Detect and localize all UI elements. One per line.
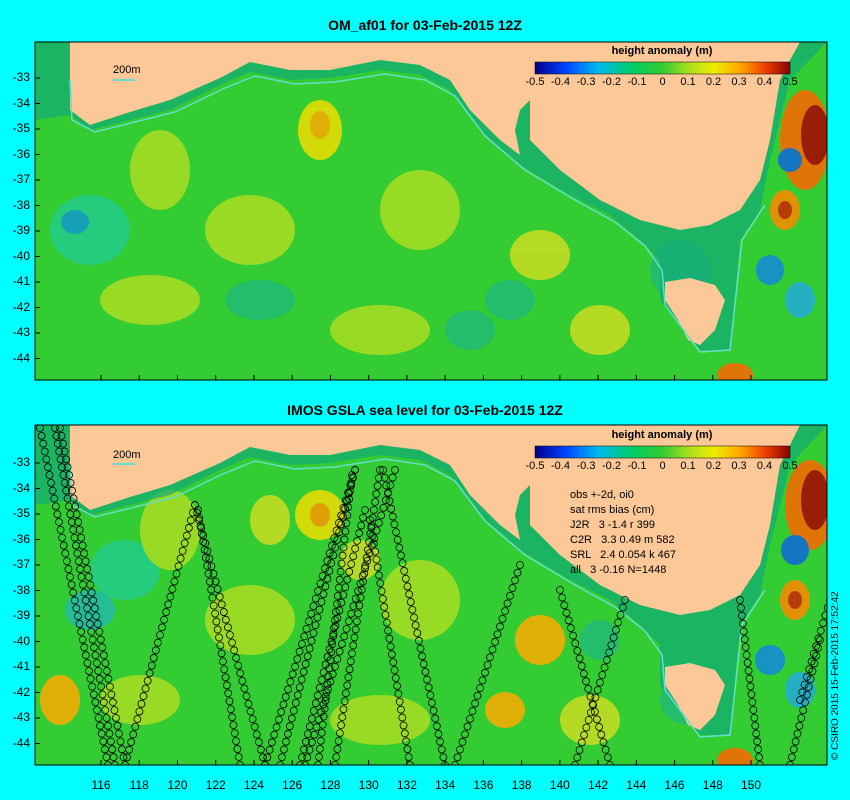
axis-ticks (35, 77, 752, 765)
bottom-colorbar-tick: 0 (659, 460, 666, 472)
top-200m-contour (69, 73, 766, 353)
top-y-tick-label: -42 (12, 299, 30, 314)
bottom-colorbar-tick: -0.1 (627, 460, 647, 472)
bottom-colorbar-tick: -0.2 (602, 460, 621, 472)
satellite-tracks (36, 425, 827, 765)
top-colorbar-tick: 0.3 (731, 76, 747, 88)
bottom-colorbar-tick: -0.3 (576, 460, 596, 472)
x-tick-label: 150 (741, 778, 762, 792)
stats-line-6: all 3 -0.16 N=1448 (570, 564, 667, 576)
top-y-tick-label: -33 (12, 70, 30, 84)
x-tick-label: 120 (167, 778, 188, 792)
bottom-y-tick-label: -34 (12, 480, 30, 495)
top-scale-label: 200m (113, 64, 141, 76)
bottom-colorbar-tick: -0.5 (525, 460, 545, 472)
top-y-tick-label: -34 (12, 95, 30, 110)
bottom-land-tasmania (665, 663, 725, 730)
bottom-colorbar-tick: 0.2 (705, 460, 722, 472)
top-y-tick-label: -41 (12, 274, 30, 288)
x-tick-label: 144 (626, 778, 647, 792)
top-land-tasmania (665, 278, 725, 345)
bottom-y-tick-label: -33 (12, 455, 30, 469)
top-colorbar-tick: 0 (659, 76, 666, 88)
x-tick-label: 126 (282, 778, 303, 792)
bottom-y-tick-label: -36 (12, 531, 30, 546)
top-colorbar-tick: -0.4 (551, 76, 570, 88)
stats-line-2: sat rms bias (cm) (570, 504, 655, 516)
x-tick-label: 128 (320, 778, 341, 792)
bottom-map (35, 425, 827, 765)
bottom-y-tick-label: -43 (12, 710, 30, 724)
top-colorbar-tick: -0.2 (602, 76, 621, 88)
bottom-land-mainland (70, 425, 800, 615)
top-y-tick-label: -40 (12, 248, 30, 263)
top-y-tick-label: -44 (12, 350, 30, 365)
bottom-y-tick-label: -41 (12, 659, 30, 673)
top-y-tick-label: -37 (12, 172, 30, 186)
bottom-200m-contour (69, 458, 766, 738)
x-tick-label: 130 (358, 778, 379, 792)
x-tick-label: 142 (588, 778, 609, 792)
top-colorbar-tick: 0.4 (756, 76, 773, 88)
bottom-y-tick-label: -37 (12, 557, 30, 571)
stats-line-3: J2R 3 -1.4 r 399 (570, 519, 655, 531)
x-tick-label: 122 (205, 778, 226, 792)
top-colorbar (534, 61, 791, 75)
x-tick-label: 138 (511, 778, 532, 792)
top-map (35, 42, 827, 380)
top-colorbar-tick: -0.1 (627, 76, 647, 88)
bottom-y-tick-label: -38 (12, 582, 30, 597)
top-colorbar-tick: -0.5 (525, 76, 545, 88)
bottom-colorbar-tick: 0.4 (756, 460, 773, 472)
top-colorbar-tick: 0.1 (680, 76, 696, 88)
top-panel-title: OM_af01 for 03-Feb-2015 12Z (328, 17, 522, 33)
stats-line-1: obs +-2d, oi0 (570, 489, 634, 501)
x-tick-label: 134 (435, 778, 456, 792)
copyright-stamp: © CSIRO 2015 15-Feb-2015 17:52:42 (830, 591, 841, 760)
top-colorbar-tick: 0.5 (782, 76, 798, 88)
x-tick-label: 148 (702, 778, 723, 792)
bottom-colorbar-tick: -0.4 (551, 460, 570, 472)
top-colorbar-tick: 0.2 (705, 76, 722, 88)
stats-line-4: C2R 3.3 0.49 m 582 (570, 534, 675, 546)
bottom-y-tick-label: -35 (12, 506, 30, 520)
x-tick-label: 146 (664, 778, 685, 792)
bottom-y-tick-label: -44 (12, 735, 30, 750)
x-tick-label: 118 (129, 778, 149, 792)
bottom-y-tick-label: -39 (12, 608, 30, 622)
bottom-panel-title: IMOS GSLA sea level for 03-Feb-2015 12Z (287, 402, 563, 418)
x-tick-label: 116 (91, 778, 111, 792)
stats-line-5: SRL 2.4 0.054 k 467 (570, 549, 676, 561)
top-y-tick-label: -39 (12, 223, 30, 237)
top-y-tick-label: -43 (12, 325, 30, 339)
top-y-tick-label: -36 (12, 146, 30, 161)
bottom-colorbar-tick: 0.5 (782, 460, 798, 472)
x-tick-label: 124 (243, 778, 264, 792)
top-y-tick-label: -38 (12, 197, 30, 212)
stats-box: obs +-2d, oi0 sat rms bias (cm) J2R 3 -1… (570, 488, 676, 578)
bottom-colorbar-title: height anomaly (m) (611, 429, 713, 441)
bottom-anomaly-field (40, 460, 827, 765)
x-tick-label: 140 (549, 778, 570, 792)
top-land-mainland (70, 42, 800, 230)
top-colorbar-tick: -0.3 (576, 76, 596, 88)
bottom-colorbar (534, 445, 791, 459)
bottom-colorbar-tick: 0.3 (731, 460, 747, 472)
x-tick-label: 132 (396, 778, 417, 792)
bottom-colorbar-tick: 0.1 (680, 460, 696, 472)
top-y-tick-label: -35 (12, 121, 30, 135)
top-colorbar-title: height anomaly (m) (611, 45, 713, 57)
bottom-y-tick-label: -40 (12, 633, 30, 648)
bottom-scale-label: 200m (113, 449, 141, 461)
x-tick-label: 136 (473, 778, 494, 792)
bottom-y-tick-label: -42 (12, 684, 30, 699)
